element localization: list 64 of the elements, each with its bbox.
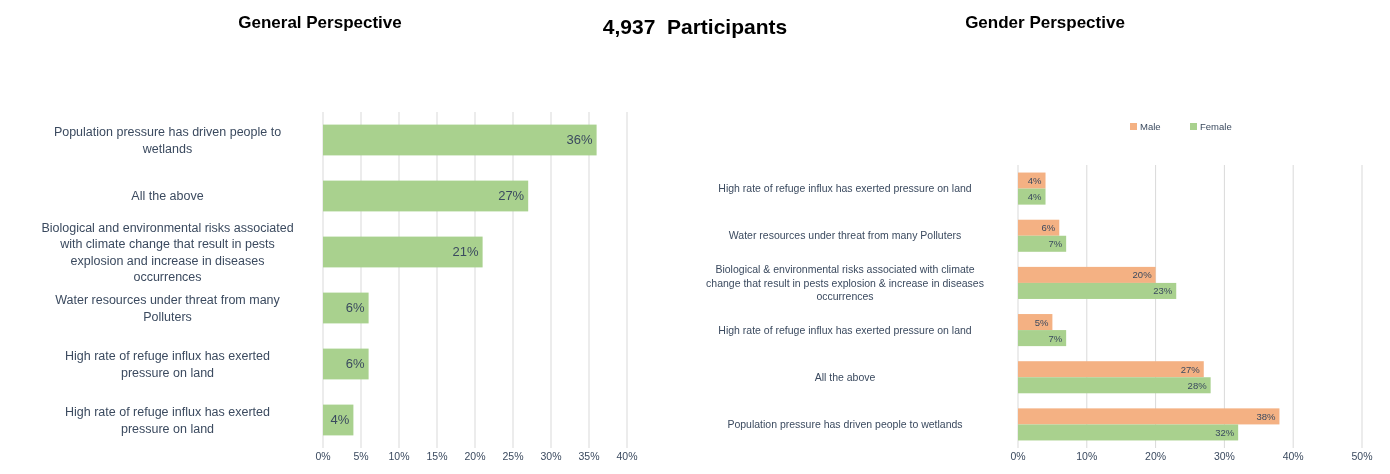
bar xyxy=(1018,235,1067,252)
bar xyxy=(1018,266,1156,283)
data-label: 4% xyxy=(1027,175,1043,187)
y-tick-label: Population pressure has driven people to wetlands xyxy=(727,418,963,431)
legend-label: Female xyxy=(1200,121,1232,132)
y-tick-label: High rate of refuge influx has exerted pressure on land xyxy=(718,182,972,195)
x-tick-label: 10% xyxy=(1076,450,1098,462)
data-label: 6% xyxy=(345,356,366,372)
data-label: 5% xyxy=(1034,316,1049,328)
data-label: 23% xyxy=(1153,285,1173,297)
bar xyxy=(1018,361,1204,378)
y-tick-label: High rate of refuge influx has exerted pressure on land xyxy=(65,405,271,436)
y-tick-label: High rate of refuge influx has exerted pressure on land xyxy=(65,349,271,380)
y-tick-label: High rate of refuge influx has exerted pressure on land xyxy=(718,323,972,336)
bar xyxy=(323,124,597,156)
data-label: 6% xyxy=(345,300,366,316)
data-label: 7% xyxy=(1048,238,1063,250)
x-tick-label: 40% xyxy=(616,450,638,462)
y-tick-label: All the above xyxy=(814,370,876,383)
bar xyxy=(323,348,369,380)
y-tick-label: Biological and environmental risks associated with climate change that result in pests explosion and increase in diseases occurrences xyxy=(41,221,294,284)
x-tick-label: 20% xyxy=(464,450,486,462)
y-tick-label: Water resources under threat from many Polluters xyxy=(55,293,281,324)
x-tick-label: 35% xyxy=(578,450,600,462)
bar xyxy=(1018,424,1239,441)
data-label: 32% xyxy=(1215,426,1235,438)
x-tick-label: 10% xyxy=(388,450,410,462)
bar xyxy=(323,292,369,324)
y-tick-label: Population pressure has driven people to wetlands xyxy=(53,125,282,156)
text: 4,937 Participants xyxy=(602,15,788,38)
x-tick-label: 25% xyxy=(502,450,524,462)
data-label: 27% xyxy=(1180,363,1201,375)
data-label: 36% xyxy=(566,132,594,148)
bar xyxy=(1018,219,1060,236)
x-tick-label: 15% xyxy=(426,450,448,462)
x-tick-label: 50% xyxy=(1351,450,1373,462)
x-tick-label: 0% xyxy=(315,450,331,462)
bar xyxy=(1018,282,1177,299)
y-tick-label: All the above xyxy=(131,189,204,204)
y-tick-label: Water resources under threat from many Polluters xyxy=(728,229,962,242)
data-label: 20% xyxy=(1132,269,1153,281)
data-label: 4% xyxy=(1027,191,1043,203)
bar xyxy=(323,236,483,268)
x-tick-label: 20% xyxy=(1145,450,1167,462)
x-tick-label: 5% xyxy=(353,450,369,462)
data-label: 6% xyxy=(1041,222,1056,234)
bar xyxy=(1018,408,1280,425)
data-label: 4% xyxy=(330,412,350,428)
y-tick-label: Biological & environmental risks associated with climate change that result in pests explosion & increase in diseases occurrences xyxy=(706,262,984,303)
bar xyxy=(1018,330,1067,347)
x-tick-label: 40% xyxy=(1282,450,1304,462)
data-label: 28% xyxy=(1187,379,1208,391)
bar xyxy=(1018,377,1211,394)
x-tick-label: 30% xyxy=(1213,450,1235,462)
chart-title: Gender Perspective xyxy=(965,13,1125,32)
bar xyxy=(323,180,529,212)
legend-label: Male xyxy=(1140,121,1161,132)
data-label: 27% xyxy=(498,188,525,204)
x-tick-label: 30% xyxy=(540,450,562,462)
chart-title: General Perspective xyxy=(238,13,402,32)
data-label: 7% xyxy=(1048,332,1063,344)
data-label: 21% xyxy=(452,244,480,260)
data-label: 38% xyxy=(1256,410,1276,422)
x-tick-label: 0% xyxy=(1010,450,1026,462)
